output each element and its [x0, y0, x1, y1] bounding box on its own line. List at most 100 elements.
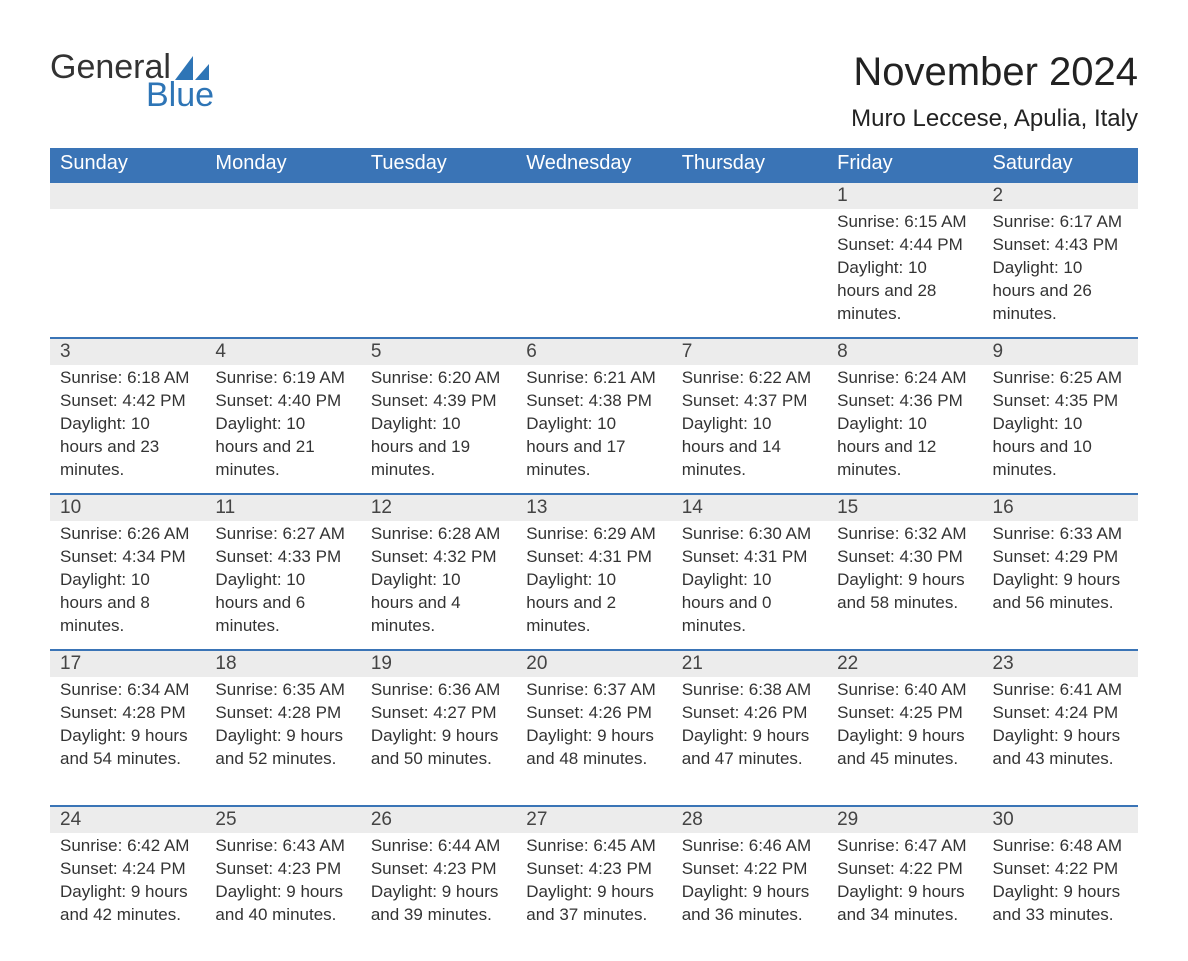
day-details: Sunrise: 6:37 AMSunset: 4:26 PMDaylight:… — [516, 677, 671, 777]
day-number-strip: 12 — [50, 183, 1138, 209]
month-title: November 2024 — [851, 50, 1138, 95]
daylight-line: Daylight: 9 hours and 45 minutes. — [837, 725, 972, 771]
day-details: Sunrise: 6:30 AMSunset: 4:31 PMDaylight:… — [672, 521, 827, 644]
day-details: Sunrise: 6:35 AMSunset: 4:28 PMDaylight:… — [205, 677, 360, 777]
sunrise-line: Sunrise: 6:24 AM — [837, 367, 972, 390]
daylight-line: Daylight: 10 hours and 14 minutes. — [682, 413, 817, 482]
day-number: 20 — [516, 651, 671, 677]
weekday-header-cell: Tuesday — [361, 148, 516, 181]
daylight-line: Daylight: 10 hours and 10 minutes. — [993, 413, 1128, 482]
sunrise-line: Sunrise: 6:37 AM — [526, 679, 661, 702]
weekday-header-cell: Monday — [205, 148, 360, 181]
daylight-line: Daylight: 9 hours and 33 minutes. — [993, 881, 1128, 927]
sunset-line: Sunset: 4:40 PM — [215, 390, 350, 413]
day-cell: Sunrise: 6:30 AMSunset: 4:31 PMDaylight:… — [672, 521, 827, 649]
sunrise-line: Sunrise: 6:48 AM — [993, 835, 1128, 858]
day-cell: Sunrise: 6:34 AMSunset: 4:28 PMDaylight:… — [50, 677, 205, 805]
day-number: 5 — [361, 339, 516, 365]
week-row: 24252627282930Sunrise: 6:42 AMSunset: 4:… — [50, 805, 1138, 961]
sunrise-line: Sunrise: 6:42 AM — [60, 835, 195, 858]
day-details: Sunrise: 6:33 AMSunset: 4:29 PMDaylight:… — [983, 521, 1138, 621]
daylight-line: Daylight: 10 hours and 0 minutes. — [682, 569, 817, 638]
day-cell: Sunrise: 6:35 AMSunset: 4:28 PMDaylight:… — [205, 677, 360, 805]
day-details: Sunrise: 6:27 AMSunset: 4:33 PMDaylight:… — [205, 521, 360, 644]
day-cell: Sunrise: 6:29 AMSunset: 4:31 PMDaylight:… — [516, 521, 671, 649]
day-details: Sunrise: 6:17 AMSunset: 4:43 PMDaylight:… — [983, 209, 1138, 332]
day-cell: Sunrise: 6:28 AMSunset: 4:32 PMDaylight:… — [361, 521, 516, 649]
sunset-line: Sunset: 4:24 PM — [60, 858, 195, 881]
day-cell-empty — [672, 209, 827, 337]
day-number: 23 — [983, 651, 1138, 677]
week-wrap: 17181920212223Sunrise: 6:34 AMSunset: 4:… — [50, 651, 1138, 805]
weekday-header-cell: Thursday — [672, 148, 827, 181]
sunset-line: Sunset: 4:43 PM — [993, 234, 1128, 257]
sunset-line: Sunset: 4:42 PM — [60, 390, 195, 413]
sunrise-line: Sunrise: 6:35 AM — [215, 679, 350, 702]
sunset-line: Sunset: 4:27 PM — [371, 702, 506, 725]
sunrise-line: Sunrise: 6:21 AM — [526, 367, 661, 390]
day-number: 14 — [672, 495, 827, 521]
sunrise-line: Sunrise: 6:36 AM — [371, 679, 506, 702]
sunset-line: Sunset: 4:22 PM — [682, 858, 817, 881]
daylight-line: Daylight: 10 hours and 4 minutes. — [371, 569, 506, 638]
daylight-line: Daylight: 9 hours and 39 minutes. — [371, 881, 506, 927]
sunset-line: Sunset: 4:32 PM — [371, 546, 506, 569]
day-cell-empty — [50, 209, 205, 337]
day-number: 13 — [516, 495, 671, 521]
day-number: 29 — [827, 807, 982, 833]
weekday-header-cell: Wednesday — [516, 148, 671, 181]
calendar: SundayMondayTuesdayWednesdayThursdayFrid… — [50, 148, 1138, 961]
sunrise-line: Sunrise: 6:25 AM — [993, 367, 1128, 390]
day-cell: Sunrise: 6:24 AMSunset: 4:36 PMDaylight:… — [827, 365, 982, 493]
sunrise-line: Sunrise: 6:30 AM — [682, 523, 817, 546]
day-details: Sunrise: 6:24 AMSunset: 4:36 PMDaylight:… — [827, 365, 982, 488]
day-number: 25 — [205, 807, 360, 833]
day-cell: Sunrise: 6:40 AMSunset: 4:25 PMDaylight:… — [827, 677, 982, 805]
sunset-line: Sunset: 4:37 PM — [682, 390, 817, 413]
day-details: Sunrise: 6:32 AMSunset: 4:30 PMDaylight:… — [827, 521, 982, 621]
daylight-line: Daylight: 9 hours and 47 minutes. — [682, 725, 817, 771]
day-content-row: Sunrise: 6:42 AMSunset: 4:24 PM Daylight:… — [50, 833, 1138, 961]
day-number: 17 — [50, 651, 205, 677]
sunrise-line: Sunrise: 6:34 AM — [60, 679, 195, 702]
daylight-line: Daylight: 10 hours and 6 minutes. — [215, 569, 350, 638]
day-cell: Sunrise: 6:38 AMSunset: 4:26 PMDaylight:… — [672, 677, 827, 805]
day-number: 1 — [827, 183, 982, 209]
day-cell: Sunrise: 6:48 AMSunset: 4:22 PMDaylight:… — [983, 833, 1138, 961]
day-cell: Sunrise: 6:41 AMSunset: 4:24 PMDaylight:… — [983, 677, 1138, 805]
calendar-weeks: 12Sunrise: 6:15 AMSunset: 4:44 PMDayligh… — [50, 181, 1138, 961]
day-number — [50, 183, 205, 209]
sunset-line: Sunset: 4:35 PM — [993, 390, 1128, 413]
day-cell: Sunrise: 6:22 AMSunset: 4:37 PMDaylight:… — [672, 365, 827, 493]
week-wrap: 10111213141516Sunrise: 6:26 AMSunset: 4:… — [50, 495, 1138, 649]
logo-word-blue: Blue — [146, 78, 214, 112]
sunrise-line: Sunrise: 6:44 AM — [371, 835, 506, 858]
daylight-line: Daylight: 9 hours and 34 minutes. — [837, 881, 972, 927]
sunset-line: Sunset: 4:22 PM — [837, 858, 972, 881]
weekday-header-cell: Sunday — [50, 148, 205, 181]
day-number: 2 — [983, 183, 1138, 209]
day-details: Sunrise: 6:34 AMSunset: 4:28 PMDaylight:… — [50, 677, 205, 777]
daylight-line: Daylight: 10 hours and 2 minutes. — [526, 569, 661, 638]
daylight-line: Daylight: 9 hours and 36 minutes. — [682, 881, 817, 927]
day-details: Sunrise: 6:38 AMSunset: 4:26 PMDaylight:… — [672, 677, 827, 777]
day-details: Sunrise: 6:36 AMSunset: 4:27 PMDaylight:… — [361, 677, 516, 777]
day-number: 22 — [827, 651, 982, 677]
day-details: Sunrise: 6:25 AMSunset: 4:35 PMDaylight:… — [983, 365, 1138, 488]
sunset-line: Sunset: 4:28 PM — [215, 702, 350, 725]
day-number: 28 — [672, 807, 827, 833]
sunset-line: Sunset: 4:36 PM — [837, 390, 972, 413]
week-row: 17181920212223Sunrise: 6:34 AMSunset: 4:… — [50, 649, 1138, 805]
daylight-line: Daylight: 9 hours and 54 minutes. — [60, 725, 195, 771]
sunset-line: Sunset: 4:29 PM — [993, 546, 1128, 569]
sunrise-line: Sunrise: 6:41 AM — [993, 679, 1128, 702]
sunset-line: Sunset: 4:24 PM — [993, 702, 1128, 725]
day-number-strip: 24252627282930 — [50, 807, 1138, 833]
day-details: Sunrise: 6:22 AMSunset: 4:37 PMDaylight:… — [672, 365, 827, 488]
sunrise-line: Sunrise: 6:33 AM — [993, 523, 1128, 546]
weekday-header-row: SundayMondayTuesdayWednesdayThursdayFrid… — [50, 148, 1138, 181]
daylight-line: Daylight: 9 hours and 56 minutes. — [993, 569, 1128, 615]
sunset-line: Sunset: 4:25 PM — [837, 702, 972, 725]
day-content-row: Sunrise: 6:34 AM Sunset: 4:28 PM Daylight:… — [50, 677, 1138, 805]
day-cell: Sunrise: 6:36 AMSunset: 4:27 PMDaylight:… — [361, 677, 516, 805]
